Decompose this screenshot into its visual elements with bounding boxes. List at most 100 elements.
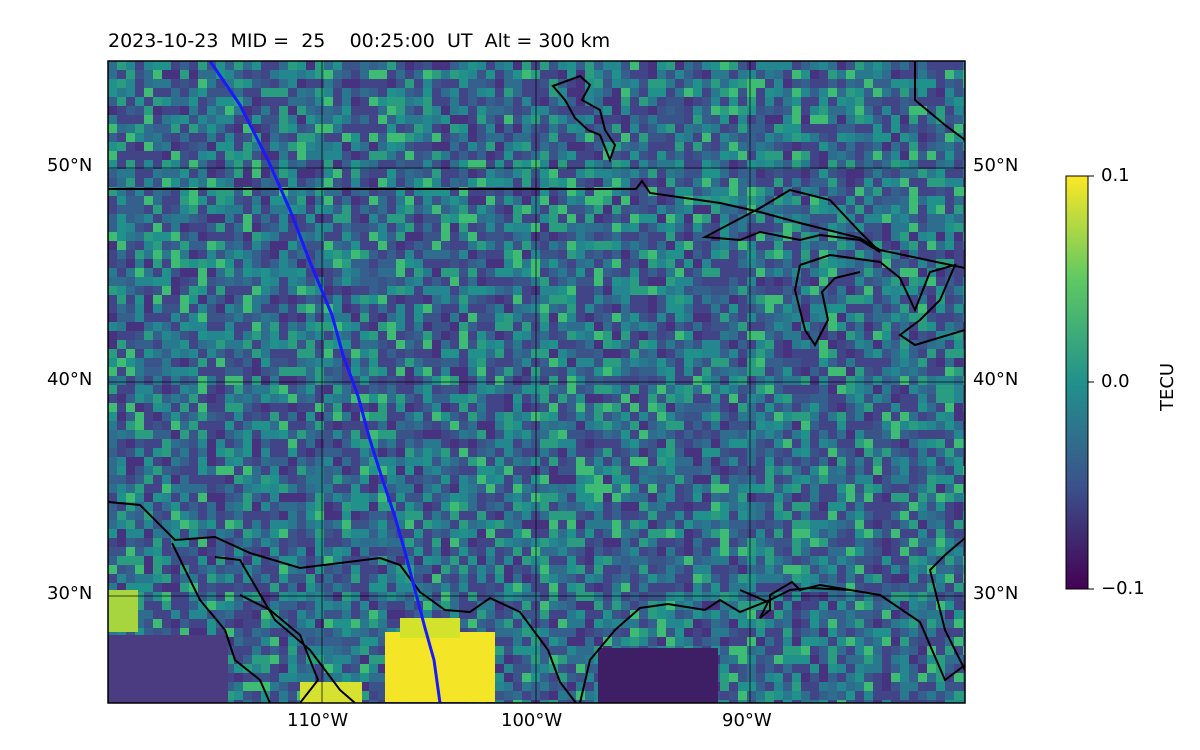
tec-cell: [144, 223, 153, 232]
tec-cell: [396, 313, 405, 322]
tec-cell: [792, 349, 801, 358]
tec-cell: [531, 430, 540, 439]
tec-cell: [387, 304, 396, 313]
tec-cell: [657, 520, 666, 529]
tec-cell: [855, 403, 864, 412]
tec-cell: [468, 385, 477, 394]
tec-cell: [333, 430, 342, 439]
tec-cell: [774, 358, 783, 367]
tec-cell: [162, 484, 171, 493]
tec-cell: [117, 241, 126, 250]
tec-cell: [324, 439, 333, 448]
tec-cell: [792, 340, 801, 349]
tec-cell: [594, 502, 603, 511]
tec-cell: [468, 205, 477, 214]
tec-cell: [117, 475, 126, 484]
tec-cell: [630, 97, 639, 106]
tec-cell: [756, 385, 765, 394]
tec-cell: [243, 196, 252, 205]
tec-cell: [261, 421, 270, 430]
tec-cell: [711, 475, 720, 484]
tec-cell: [180, 304, 189, 313]
tec-cell: [369, 340, 378, 349]
tec-cell: [558, 322, 567, 331]
tec-cell: [792, 511, 801, 520]
tec-cell: [567, 142, 576, 151]
tec-cell: [837, 97, 846, 106]
tec-cell: [153, 115, 162, 124]
tec-cell: [927, 178, 936, 187]
tec-cell: [108, 412, 117, 421]
tec-cell: [648, 232, 657, 241]
tec-cell: [189, 295, 198, 304]
tec-cell: [243, 286, 252, 295]
tec-cell: [531, 466, 540, 475]
tec-cell: [819, 79, 828, 88]
tec-cell: [684, 421, 693, 430]
tec-cell: [486, 79, 495, 88]
tec-cell: [774, 484, 783, 493]
tec-cell: [441, 502, 450, 511]
tec-cell: [702, 421, 711, 430]
tec-cell: [567, 421, 576, 430]
tec-cell: [585, 268, 594, 277]
tec-cell: [864, 187, 873, 196]
tec-cell: [873, 223, 882, 232]
tec-cell: [801, 295, 810, 304]
tec-cell: [279, 295, 288, 304]
tec-cell: [189, 223, 198, 232]
tec-cell: [675, 358, 684, 367]
tec-cell: [864, 223, 873, 232]
tec-cell: [378, 466, 387, 475]
tec-cell: [567, 79, 576, 88]
tec-cell: [513, 169, 522, 178]
tec-cell: [558, 214, 567, 223]
tec-cell: [540, 340, 549, 349]
tec-cell: [315, 340, 324, 349]
tec-cell: [846, 124, 855, 133]
tec-cell: [144, 295, 153, 304]
tec-cell: [918, 484, 927, 493]
tec-cell: [891, 493, 900, 502]
tec-cell: [792, 304, 801, 313]
tec-cell: [711, 394, 720, 403]
tec-cell: [945, 151, 954, 160]
tec-cell: [594, 79, 603, 88]
tec-cell: [243, 448, 252, 457]
tec-cell: [567, 349, 576, 358]
tec-cell: [765, 106, 774, 115]
tec-cell: [684, 124, 693, 133]
tec-cell: [864, 70, 873, 79]
tec-cell: [747, 79, 756, 88]
tec-cell: [396, 502, 405, 511]
tec-cell: [711, 403, 720, 412]
tec-cell: [477, 133, 486, 142]
tec-cell: [882, 376, 891, 385]
tec-cell: [297, 376, 306, 385]
tec-cell: [819, 196, 828, 205]
tec-cell: [666, 241, 675, 250]
tec-cell: [414, 367, 423, 376]
tec-cell: [468, 106, 477, 115]
tec-cell: [405, 322, 414, 331]
tec-cell: [180, 448, 189, 457]
tec-cell: [675, 151, 684, 160]
tec-cell: [900, 232, 909, 241]
tec-cell: [900, 106, 909, 115]
tec-cell: [360, 196, 369, 205]
tec-cell: [252, 286, 261, 295]
tec-cell: [738, 169, 747, 178]
tec-cell: [351, 88, 360, 97]
tec-cell: [711, 169, 720, 178]
tec-cell: [783, 295, 792, 304]
tec-cell: [360, 511, 369, 520]
tec-cell: [819, 484, 828, 493]
tec-cell: [441, 187, 450, 196]
tec-cell: [909, 331, 918, 340]
tec-cell: [639, 241, 648, 250]
tec-cell: [279, 520, 288, 529]
tec-cell: [828, 268, 837, 277]
tec-cell: [963, 169, 965, 178]
tec-cell: [756, 70, 765, 79]
tec-cell: [855, 466, 864, 475]
